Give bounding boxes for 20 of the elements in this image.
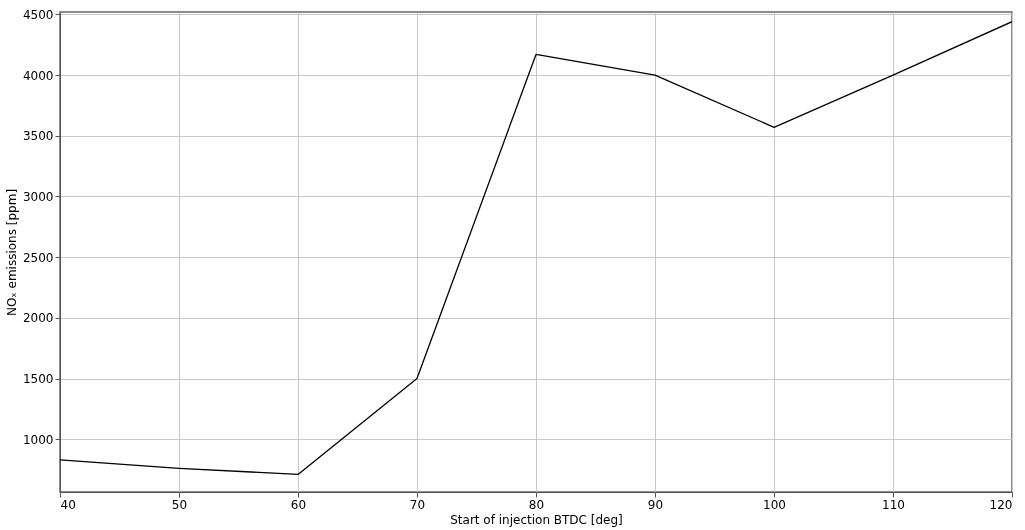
y-tick-label: 2000 (22, 311, 54, 326)
x-tick-label: 50 (171, 497, 188, 512)
x-tick-label: 110 (882, 497, 905, 512)
y-tick-label: 3500 (22, 129, 54, 144)
x-tick-label: 70 (409, 497, 426, 512)
x-tick-label: 80 (528, 497, 545, 512)
x-tick-label: 120 (989, 497, 1013, 512)
y-tick-label: 1000 (22, 432, 54, 447)
x-axis-title: Start of injection BTDC [deg] (450, 512, 623, 527)
y-tick-label: 1500 (22, 372, 54, 387)
x-tick-label: 40 (60, 497, 76, 512)
y-tick-label: 2500 (22, 250, 54, 265)
y-tick-label: 4000 (22, 68, 54, 83)
y-tick-label: 3000 (22, 189, 54, 204)
x-tick-label: 100 (763, 497, 786, 512)
y-axis-title: NOₓ emissions [ppm] (4, 188, 19, 317)
y-tick-label: 4500 (22, 7, 54, 22)
x-tick-label: 90 (647, 497, 664, 512)
x-tick-label: 60 (290, 497, 307, 512)
line-series (60, 21, 1012, 476)
